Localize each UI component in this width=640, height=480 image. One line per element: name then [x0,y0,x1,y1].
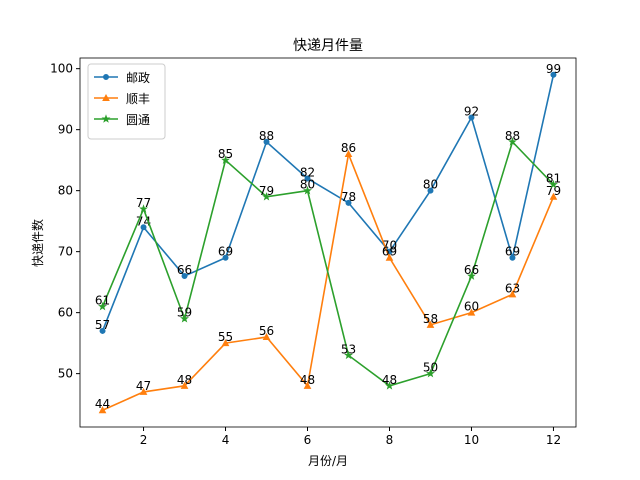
y-axis-label: 快递件数 [30,219,45,267]
point [139,387,148,395]
data-label: 61 [95,294,110,308]
point [304,175,311,182]
x-axis-label: 月份/月 [308,454,348,468]
point [303,185,312,195]
legend-marker [101,114,111,123]
point [99,327,106,334]
point [549,192,558,200]
data-label: 69 [505,245,520,259]
data-label: 78 [341,190,356,204]
x-tick-label: 12 [546,433,561,447]
point [345,199,352,206]
point [262,332,271,341]
y-tick-label: 90 [58,123,73,137]
point [385,381,394,390]
point [139,204,148,213]
data-label: 81 [546,172,561,186]
data-label: 53 [341,342,356,356]
legend-label: 圆通 [126,113,150,127]
data-label: 55 [218,330,233,344]
point [263,138,270,145]
point [98,301,108,311]
data-label: 80 [423,178,438,192]
point [427,187,434,194]
x-tick-label: 4 [222,433,230,447]
legend-marker [103,74,109,80]
point [467,271,476,280]
data-label: 88 [505,129,520,143]
point [180,381,189,389]
data-label: 58 [423,312,438,326]
data-label: 88 [259,129,274,143]
plot-frame [79,57,577,428]
data-label: 92 [464,104,479,118]
point [385,253,394,261]
y-tick-label: 50 [58,367,73,381]
data-label: 66 [464,263,479,277]
data-label: 99 [546,62,561,76]
data-label: 66 [177,263,192,277]
point [344,350,353,360]
point [508,137,517,146]
point [508,290,517,298]
data-label: 48 [300,373,315,387]
data-label: 77 [136,196,151,210]
data-label: 69 [218,245,233,259]
legend-label: 顺丰 [126,92,150,106]
point [426,320,435,328]
data-label: 85 [218,147,233,161]
legend-marker [102,93,110,101]
point [426,368,435,378]
y-tick-label: 100 [50,62,73,76]
data-label: 57 [95,318,110,332]
data-label: 50 [423,361,438,375]
point [344,150,353,158]
point [467,308,476,316]
data-label: 44 [95,397,110,411]
data-label: 48 [382,373,397,387]
y-tick-label: 70 [58,245,73,259]
point [140,224,147,231]
point [262,192,271,201]
point [468,114,475,121]
point [303,381,312,389]
point [548,179,558,189]
x-tick-label: 6 [304,433,312,447]
data-label: 56 [259,324,274,338]
data-label: 59 [177,306,192,320]
data-label: 79 [259,184,274,198]
data-label: 86 [341,141,356,155]
line [101,74,555,332]
x-tick-label: 2 [140,433,148,447]
point [181,273,188,280]
x-tick-label: 10 [464,433,479,447]
point [509,254,516,261]
y-tick-label: 80 [58,184,73,198]
y-tick-label: 60 [58,306,73,320]
line [101,140,555,387]
point [221,155,230,164]
point [550,71,557,78]
data-label: 63 [505,281,520,295]
data-label: 82 [300,165,315,179]
data-label: 48 [177,373,192,387]
legend-label: 邮政 [126,71,150,85]
point [98,406,107,414]
chart-title: 快递月件量 [293,38,363,54]
x-tick-label: 8 [386,433,394,447]
data-label: 69 [382,245,397,259]
point [221,339,230,347]
data-label: 80 [300,178,315,192]
point [180,314,189,323]
data-label: 60 [464,300,479,314]
point [222,254,229,261]
data-label: 47 [136,379,151,393]
data-label: 79 [546,184,561,198]
